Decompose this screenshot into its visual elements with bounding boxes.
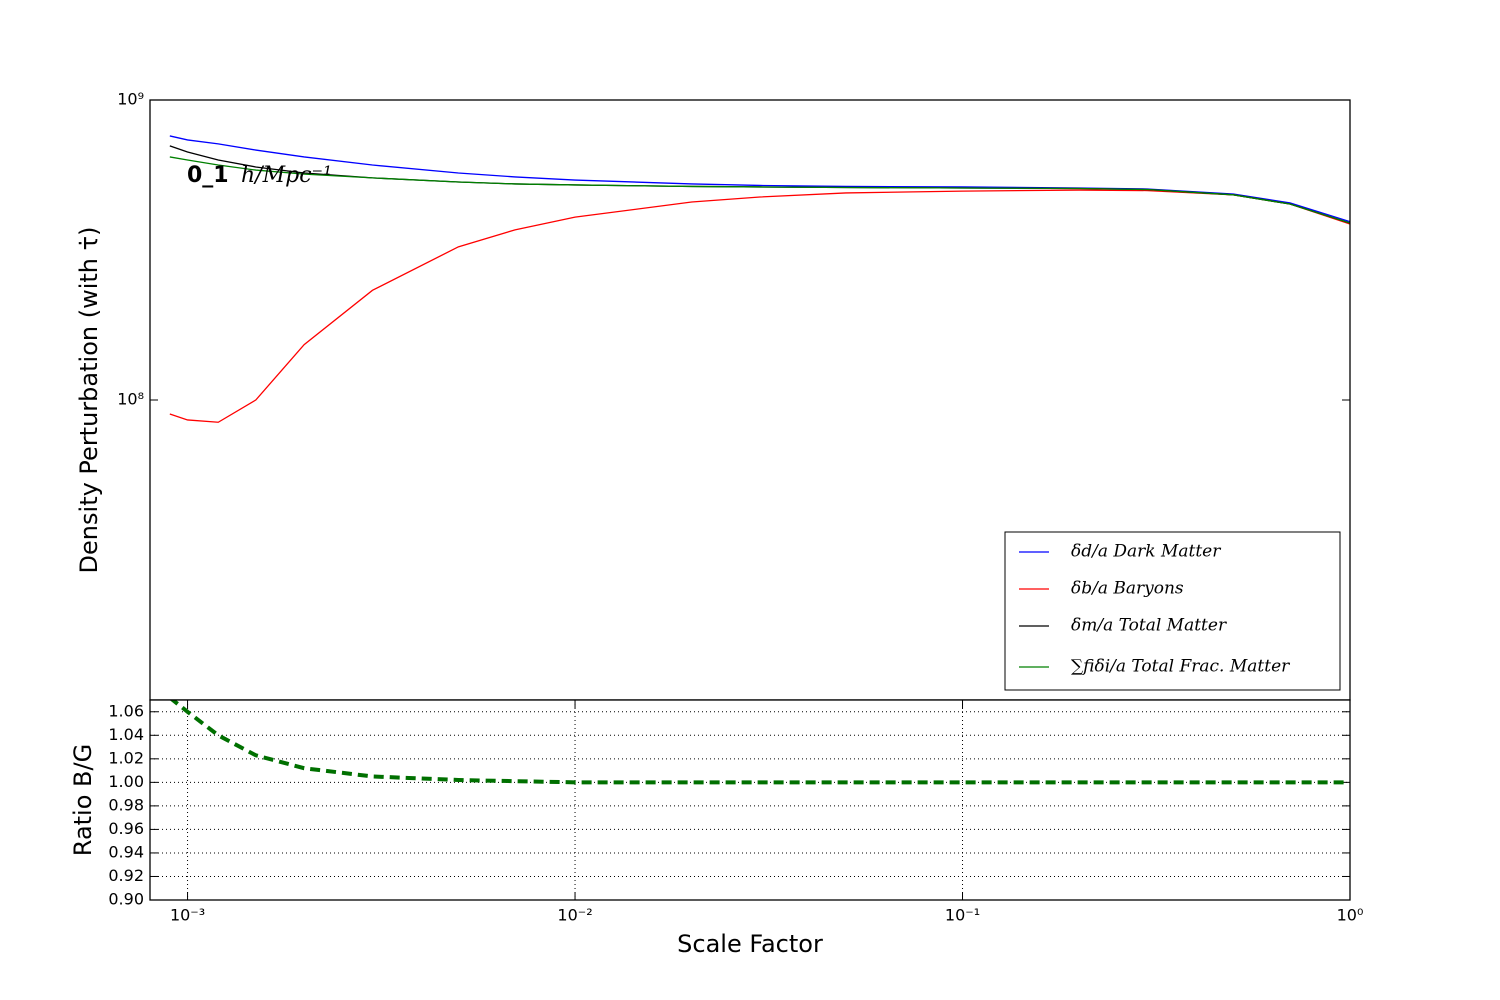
- y-tick-label: 10⁸: [117, 390, 144, 409]
- y-tick-label: 0.92: [108, 866, 144, 885]
- plot-frame: [149, 699, 1351, 901]
- x-axis-label: Scale Factor: [677, 930, 823, 958]
- x-tick-label: 10⁰: [1337, 906, 1364, 925]
- y-tick-label: 1.06: [108, 701, 144, 720]
- y-tick-label: 0.96: [108, 819, 144, 838]
- x-tick-label: 10⁻³: [170, 906, 205, 925]
- plot-area: [150, 700, 1350, 900]
- series-group: [169, 700, 1350, 785]
- ratio-line: [169, 700, 1350, 785]
- y-axis-label: Ratio B/G: [69, 744, 97, 856]
- legend-label: δb/a Baryons: [1071, 579, 1184, 599]
- series-group: [169, 135, 1350, 423]
- y-tick-label: 0.94: [108, 842, 144, 861]
- y-tick-label: 1.02: [108, 748, 144, 767]
- legend: [1004, 531, 1341, 691]
- y-axis-label: Density Perturbation (with τ̇): [75, 227, 103, 574]
- legend-label: δm/a Total Matter: [1071, 616, 1227, 636]
- series-line: [169, 156, 1350, 224]
- annotation-unit: h/Mpc⁻¹: [241, 163, 332, 188]
- legend-label: ∑fiδi/a Total Frac. Matter: [1071, 657, 1290, 677]
- annotation: 0_1: [187, 163, 229, 188]
- x-tick-label: 10⁻²: [557, 906, 592, 925]
- y-tick-label: 1.04: [108, 725, 144, 744]
- y-tick-label: 1.00: [108, 772, 144, 791]
- y-tick-label: 10⁹: [117, 90, 144, 109]
- x-tick-label: 10⁻¹: [945, 906, 980, 925]
- y-tick-label: 0.98: [108, 795, 144, 814]
- legend-label: δd/a Dark Matter: [1071, 542, 1221, 562]
- y-tick-label: 0.90: [108, 890, 144, 909]
- series-line: [169, 189, 1350, 423]
